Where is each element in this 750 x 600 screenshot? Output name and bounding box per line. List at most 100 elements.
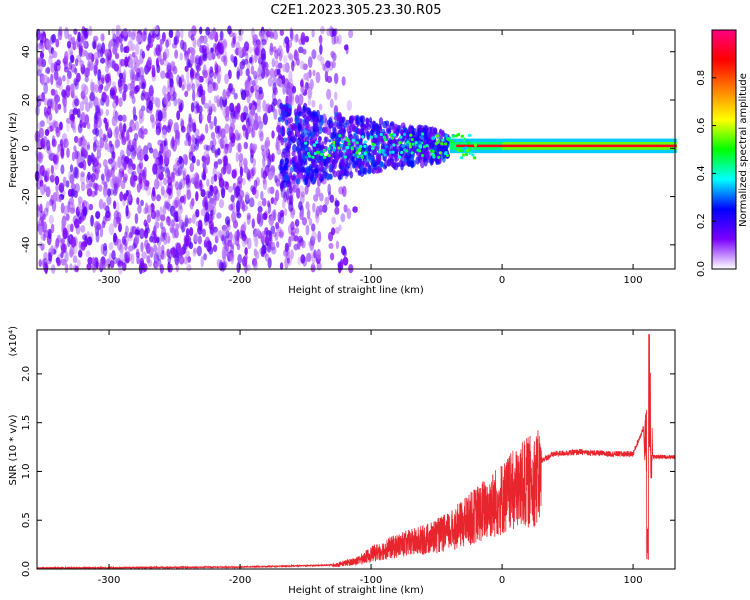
noise-cell — [331, 28, 337, 37]
noise-cell — [93, 61, 98, 71]
noise-cell — [148, 235, 154, 243]
noise-cell — [132, 242, 136, 250]
noise-cell — [216, 72, 221, 84]
noise-cell — [270, 197, 275, 205]
noise-cell — [67, 70, 72, 80]
noise-cell — [127, 165, 133, 175]
noise-cell — [214, 63, 219, 74]
noise-cell — [214, 227, 220, 239]
signal-core — [471, 144, 474, 148]
noise-cell — [88, 61, 94, 72]
noise-cell — [315, 205, 320, 217]
signal-core — [488, 144, 491, 148]
peak-dot — [456, 132, 461, 137]
noise-cell — [227, 185, 234, 193]
band-cell — [360, 115, 366, 124]
peak-dot — [405, 149, 409, 153]
noise-cell — [193, 232, 199, 243]
noise-cell — [224, 216, 231, 226]
noise-cell — [317, 54, 323, 62]
signal-core — [461, 144, 464, 148]
peak-dot — [397, 155, 402, 159]
noise-cell — [240, 89, 247, 101]
noise-cell — [276, 124, 281, 133]
peak-dot — [398, 141, 402, 145]
noise-cell — [269, 30, 274, 38]
noise-cell — [166, 64, 172, 75]
noise-cell — [187, 217, 192, 224]
peak-dot — [328, 139, 332, 143]
signal-core — [530, 144, 533, 148]
noise-cell — [184, 235, 190, 247]
noise-cell — [213, 173, 218, 182]
noise-cell — [298, 46, 304, 54]
peak-dot — [451, 134, 456, 138]
noise-cell — [238, 68, 243, 77]
noise-cell — [307, 56, 313, 69]
noise-cell — [269, 42, 274, 53]
signal-core — [589, 144, 592, 148]
peak-dot — [344, 137, 349, 141]
noise-cell — [290, 226, 296, 237]
signal-core — [659, 144, 662, 148]
band-cell — [360, 164, 364, 173]
colorbar-gradient — [711, 29, 737, 270]
noise-cell — [93, 139, 100, 148]
signal-core — [536, 144, 538, 148]
signal-core — [477, 144, 479, 148]
noise-cell — [239, 189, 245, 199]
peak-dot — [399, 135, 403, 139]
band-cell — [347, 131, 352, 139]
band-cell — [369, 155, 375, 161]
noise-cell — [137, 145, 142, 154]
noise-cell — [71, 188, 76, 197]
noise-cell — [85, 250, 91, 258]
noise-cell — [160, 250, 167, 260]
signal-core — [547, 144, 550, 148]
noise-cell — [68, 201, 74, 210]
noise-cell — [172, 90, 177, 101]
noise-cell — [76, 108, 81, 118]
noise-cell — [79, 172, 85, 185]
noise-cell — [236, 243, 241, 251]
noise-cell — [290, 29, 294, 42]
noise-cell — [128, 245, 134, 252]
colorbar: 0.0 0.2 0.4 0.6 0.8 Normalized spectral ampl… — [696, 29, 749, 277]
noise-cell — [196, 245, 202, 257]
noise-cell — [250, 65, 255, 75]
noise-cell — [212, 194, 217, 201]
band-cell — [324, 136, 329, 143]
band-cell — [339, 169, 345, 175]
noise-cell — [173, 199, 178, 209]
band-cell — [296, 137, 302, 147]
noise-cell — [163, 164, 169, 173]
noise-cell — [301, 240, 306, 249]
signal-core — [591, 144, 593, 148]
noise-cell — [212, 198, 217, 209]
noise-cell — [206, 178, 210, 187]
peak-dot — [346, 145, 350, 149]
noise-cell — [275, 141, 279, 151]
noise-cell — [153, 244, 158, 253]
band-cell — [365, 154, 371, 163]
noise-cell — [252, 233, 257, 242]
band-cell — [339, 116, 343, 123]
noise-cell — [43, 82, 49, 95]
signal-core — [602, 144, 605, 148]
noise-cell — [152, 148, 159, 160]
noise-cell — [131, 163, 136, 171]
noise-cell — [177, 205, 184, 215]
noise-cell — [306, 252, 312, 263]
signal-core — [541, 144, 544, 148]
noise-cell — [214, 60, 218, 73]
noise-cell — [60, 164, 65, 175]
noise-cell — [284, 256, 289, 269]
band-cell — [386, 128, 392, 135]
noise-cell — [37, 151, 44, 164]
peak-dot — [384, 145, 388, 149]
noise-cell — [106, 169, 112, 179]
peak-dot — [392, 143, 396, 147]
noise-cell — [312, 69, 316, 77]
noise-cell — [64, 263, 69, 274]
